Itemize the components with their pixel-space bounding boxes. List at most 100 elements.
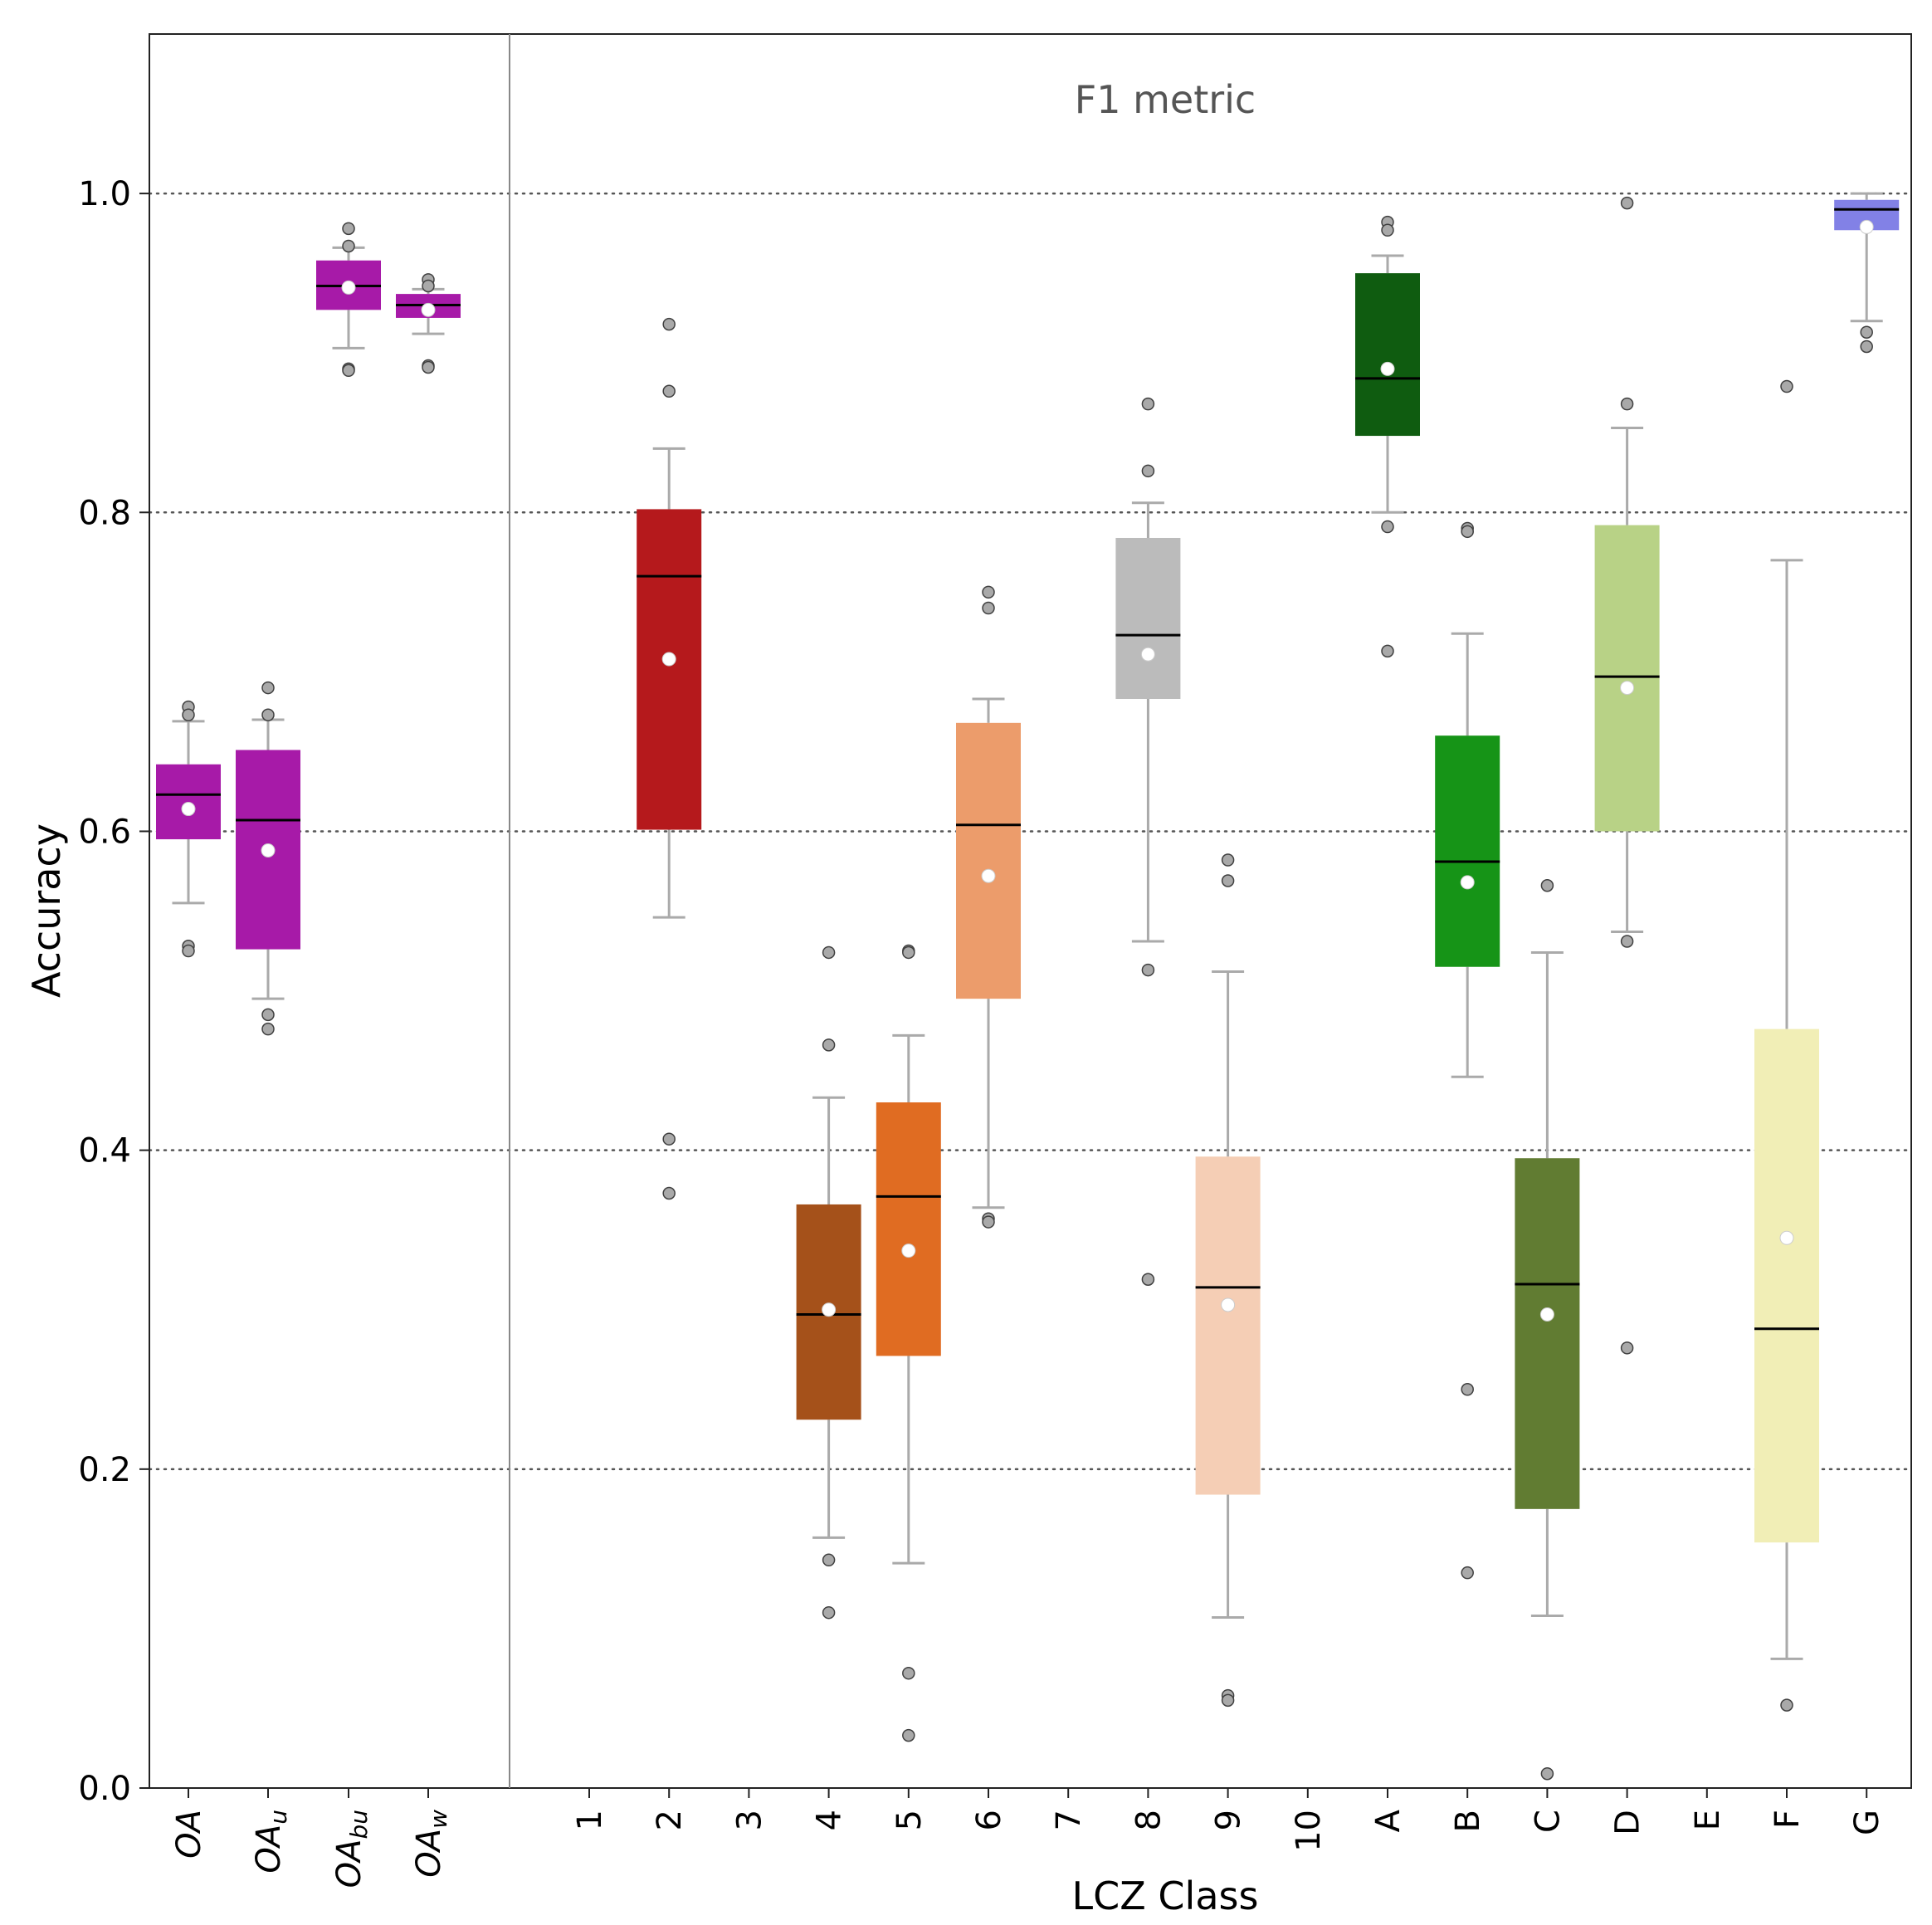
overall-2-outlier-0 xyxy=(342,222,355,236)
class-D-outlier-0 xyxy=(1620,196,1634,210)
x-tick-label-class-G: G xyxy=(1848,1810,1886,1835)
overall-0-outlier-1 xyxy=(182,708,195,721)
overall-3-outlier-3 xyxy=(422,360,435,374)
class-2-mean xyxy=(661,652,676,667)
class-F-group xyxy=(1754,379,1819,1712)
class-8-outlier-2 xyxy=(1141,963,1155,977)
class-B-outlier-1 xyxy=(1461,525,1474,539)
x-tick-label-overall-3-sub: w xyxy=(425,1810,452,1829)
class-9-outlier-1 xyxy=(1221,874,1235,887)
class-B-outlier-3 xyxy=(1461,1566,1474,1580)
class-5-mean xyxy=(901,1243,916,1258)
y-tick-label-4: 0.8 xyxy=(78,494,131,532)
overall-2-outlier-3 xyxy=(342,364,355,378)
overall-1-mean xyxy=(261,843,276,858)
class-5-outlier-2 xyxy=(902,1666,915,1680)
class-C-mean xyxy=(1539,1307,1554,1322)
x-tick-label-class-F: F xyxy=(1769,1810,1807,1829)
class-G-outlier-0 xyxy=(1860,325,1873,339)
x-tick-label-class-4: 4 xyxy=(811,1810,849,1830)
x-tick-label-class-5: 5 xyxy=(890,1810,929,1830)
overall-1-outlier-0 xyxy=(261,681,275,695)
class-6-box xyxy=(956,722,1021,999)
class-D-box xyxy=(1594,525,1660,832)
class-G-mean xyxy=(1859,219,1874,234)
class-F-outlier-0 xyxy=(1780,379,1793,393)
class-5-outlier-1 xyxy=(902,945,915,960)
class-9-box xyxy=(1195,1156,1261,1495)
x-tick-label-class-E: E xyxy=(1689,1810,1727,1830)
class-B-group xyxy=(1435,521,1500,1580)
class-C-group xyxy=(1515,879,1580,1781)
x-tick-label-overall-1: OAu xyxy=(250,1810,292,1874)
class-4-mean xyxy=(822,1302,837,1317)
class-C-outlier-1 xyxy=(1540,1766,1554,1781)
class-9-outlier-3 xyxy=(1221,1693,1235,1708)
class-6-group xyxy=(956,585,1021,1229)
class-A-outlier-1 xyxy=(1381,223,1394,237)
class-4-outlier-0 xyxy=(822,945,836,960)
class-6-outlier-1 xyxy=(982,601,995,615)
overall-0-outlier-3 xyxy=(182,944,195,958)
x-tick-label-class-3: 3 xyxy=(730,1810,768,1830)
box-plots xyxy=(156,192,1900,1781)
class-5-box xyxy=(876,1102,941,1356)
x-tick-label-class-B: B xyxy=(1449,1810,1487,1832)
class-G-group xyxy=(1834,192,1900,354)
class-6-outlier-0 xyxy=(982,585,995,599)
x-tick-label-overall-2: OAbu xyxy=(330,1810,373,1888)
overall-2-group xyxy=(316,222,381,378)
class-8-mean xyxy=(1140,647,1155,662)
x-tick-label-overall-2-sub: bu xyxy=(345,1810,373,1839)
class-6-mean xyxy=(981,868,996,883)
class-8-group xyxy=(1115,397,1181,1286)
x-tick-label-class-10: 10 xyxy=(1290,1810,1328,1852)
class-F-outlier-1 xyxy=(1780,1698,1793,1712)
class-9-mean xyxy=(1221,1297,1236,1312)
x-tick-label-overall-3-base: OA xyxy=(410,1829,448,1878)
class-A-outlier-2 xyxy=(1381,520,1394,534)
class-D-outlier-3 xyxy=(1620,1341,1634,1355)
class-A-outlier-3 xyxy=(1381,644,1394,658)
overall-1-outlier-2 xyxy=(261,1008,275,1022)
class-C-box xyxy=(1515,1158,1580,1509)
overall-2-mean xyxy=(341,280,356,295)
class-2-outlier-1 xyxy=(662,384,676,398)
overall-1-outlier-1 xyxy=(261,708,275,721)
class-6-outlier-3 xyxy=(982,1215,995,1229)
x-tick-label-class-2: 2 xyxy=(651,1810,689,1830)
x-tick-label-overall-0-base: OA xyxy=(170,1810,208,1859)
class-2-group xyxy=(637,317,702,1200)
class-4-outlier-2 xyxy=(822,1553,836,1567)
x-tick-label-class-C: C xyxy=(1529,1810,1567,1833)
class-8-outlier-3 xyxy=(1141,1273,1155,1286)
class-B-outlier-2 xyxy=(1461,1383,1474,1396)
overall-3-mean xyxy=(421,302,436,317)
overall-3-group xyxy=(396,273,461,374)
class-9-group xyxy=(1195,853,1261,1708)
y-tick-label-0: 0.0 xyxy=(78,1770,131,1808)
x-tick-label-class-D: D xyxy=(1609,1810,1647,1835)
class-4-group xyxy=(796,945,861,1620)
overall-3-outlier-1 xyxy=(422,279,435,293)
class-A-mean xyxy=(1380,361,1395,376)
panel-annotation: F1 metric xyxy=(1075,77,1256,122)
x-tick-label-class-7: 7 xyxy=(1050,1810,1088,1830)
class-5-outlier-3 xyxy=(902,1728,915,1742)
y-tick-label-1: 0.2 xyxy=(78,1451,131,1489)
class-D-mean xyxy=(1620,681,1635,696)
class-4-outlier-3 xyxy=(822,1605,836,1620)
class-2-box xyxy=(637,509,702,830)
class-C-outlier-0 xyxy=(1540,879,1554,892)
x-tick-label-overall-0: OA xyxy=(170,1810,208,1859)
x-tick-label-overall-1-sub: u xyxy=(265,1810,292,1825)
class-2-outlier-3 xyxy=(662,1186,676,1200)
class-B-box xyxy=(1435,735,1500,967)
overall-0-mean xyxy=(181,802,196,817)
class-2-outlier-0 xyxy=(662,317,676,331)
x-tick-label-class-1: 1 xyxy=(571,1810,609,1830)
class-8-outlier-1 xyxy=(1141,464,1155,478)
x-axis-title: LCZ Class xyxy=(1072,1874,1259,1918)
